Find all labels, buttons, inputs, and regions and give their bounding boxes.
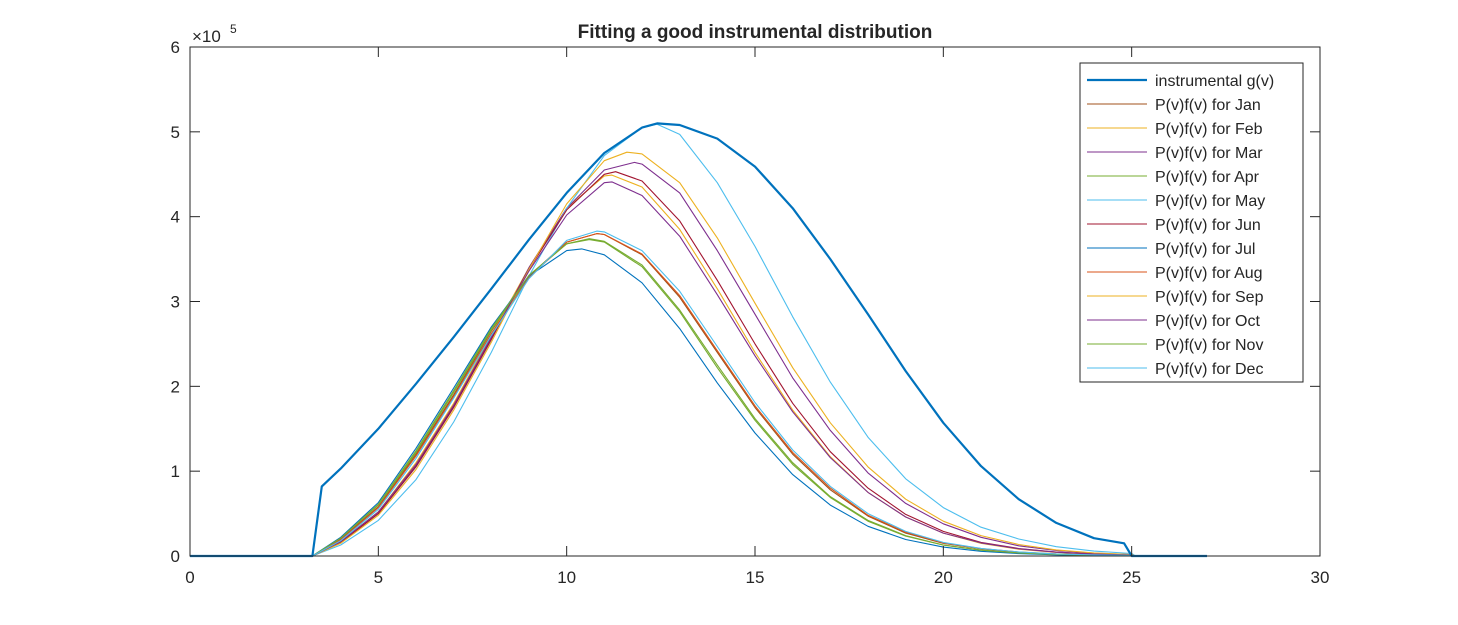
series-line-1: [190, 233, 1207, 557]
legend-label-6: P(v)f(v) for Jun: [1155, 217, 1261, 234]
series-line-11: [190, 239, 1207, 557]
series-line-3: [190, 161, 1207, 557]
x-tick-label: 5: [374, 568, 383, 587]
y-tick-label: 5: [171, 123, 180, 142]
legend-box: [1079, 62, 1304, 383]
legend-label-1: P(v)f(v) for Jan: [1155, 97, 1261, 114]
legend-label-10: P(v)f(v) for Oct: [1155, 313, 1260, 330]
x-tick-label: 15: [746, 568, 765, 587]
series-line-9: [190, 151, 1207, 557]
series-line-8: [190, 233, 1207, 557]
legend-label-5: P(v)f(v) for May: [1155, 193, 1265, 210]
series-line-12: [190, 230, 1207, 557]
series-line-2: [190, 174, 1207, 557]
series-line-6: [190, 171, 1207, 557]
x-tick-label: 20: [934, 568, 953, 587]
legend-label-9: P(v)f(v) for Sep: [1155, 289, 1264, 306]
y-tick-label: 2: [171, 377, 180, 396]
series-line-0: [190, 122, 1207, 558]
legend-label-3: P(v)f(v) for Mar: [1155, 145, 1263, 162]
legend-label-8: P(v)f(v) for Aug: [1155, 265, 1263, 282]
y-exponent-power: 5: [230, 22, 237, 36]
y-tick-label: 6: [171, 38, 180, 57]
legend-label-12: P(v)f(v) for Dec: [1155, 361, 1263, 378]
y-exponent-label: ×10 5: [192, 22, 237, 46]
y-tick-label: 0: [171, 547, 180, 566]
x-tick-label: 10: [557, 568, 576, 587]
series-line-5: [190, 123, 1207, 557]
chart-title: Fitting a good instrumental distribution: [578, 22, 933, 43]
axes-layer: 0 5 10 15 20 25 30 0 1 2 3 4 5 6: [171, 38, 1330, 587]
legend[interactable]: instrumental g(v) P(v)f(v) for Jan P(v)f(v…: [1079, 62, 1304, 383]
legend-label-4: P(v)f(v) for Apr: [1155, 169, 1260, 186]
legend-items: instrumental g(v) P(v)f(v) for Jan P(v)f(v…: [1087, 73, 1274, 378]
legend-label-11: P(v)f(v) for Nov: [1155, 337, 1263, 354]
x-tick-label: 30: [1311, 568, 1330, 587]
legend-label-7: P(v)f(v) for Jul: [1155, 241, 1255, 258]
series-line-10: [190, 181, 1207, 557]
y-tick-label: 3: [171, 293, 180, 312]
legend-label-2: P(v)f(v) for Feb: [1155, 121, 1263, 138]
y-tick-label: 1: [171, 462, 180, 481]
x-tick-label: 25: [1122, 568, 1141, 587]
series-line-4: [190, 238, 1207, 557]
x-tick-label: 0: [185, 568, 194, 587]
series-line-7: [190, 248, 1207, 557]
legend-label-0: instrumental g(v): [1155, 73, 1274, 90]
y-tick-label: 4: [171, 208, 180, 227]
y-exponent-base: ×10: [192, 27, 221, 46]
series-layer: [190, 122, 1207, 558]
